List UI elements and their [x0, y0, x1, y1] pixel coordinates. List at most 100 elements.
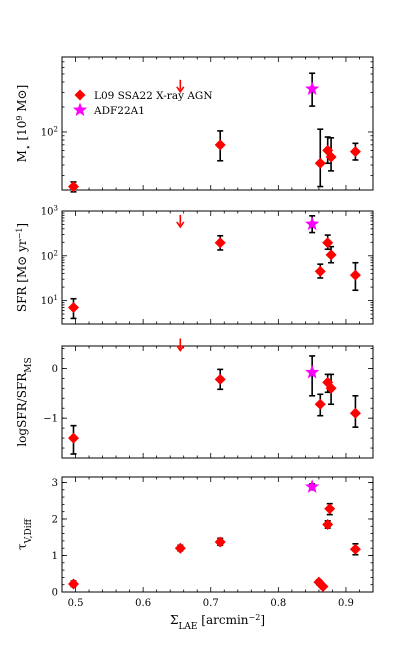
y-tick-label-base: 1 — [52, 551, 58, 562]
agn-point — [314, 265, 326, 277]
agn-point — [314, 398, 326, 410]
legend: L09 SSA22 X-ray AGN ADF22A1 — [72, 89, 213, 117]
x-axis-label-end: ] — [260, 613, 265, 627]
x-ticks-tau — [61, 477, 374, 592]
y-tick-label-sup: 2 — [54, 125, 58, 133]
y-tick-label-sup: 2 — [54, 249, 58, 257]
y-tick-label-base: 10 — [41, 251, 54, 262]
adf22a1-point — [305, 81, 320, 95]
y-tick-label-sup: 3 — [54, 205, 58, 213]
legend-agn-label: L09 SSA22 X-ray AGN — [94, 90, 213, 102]
x-axis-label-sup: −2 — [249, 613, 261, 622]
agn-point — [317, 581, 329, 593]
y-axis-label-sfr: SFR [M⊙ yr−1] — [15, 223, 30, 312]
y-minor-ticks-mstar — [62, 61, 373, 176]
y-tick-label: 103 — [41, 205, 58, 218]
y-axis-label-mstar-main: M — [15, 150, 29, 162]
points-mstar — [67, 79, 361, 193]
panel-frame-sfrms — [61, 345, 374, 459]
y-tick-label: 1 — [52, 551, 58, 562]
errorbar-adf — [309, 355, 316, 397]
panel-tau: 0 1 2 3 τV,Diff 0.5 0.6 0.7 0.8 0.9 ΣLAE [arcmin−2… — [15, 476, 374, 633]
x-tick-label: 0.7 — [203, 598, 219, 609]
adf22a1-point — [305, 479, 320, 493]
panel-mstar: 102 M⋆ [109 M⊙] L09 SSA22 X-ray AGN ADF22A1 — [15, 56, 374, 193]
agn-point — [67, 302, 79, 314]
upper-limit-arrow — [176, 338, 185, 352]
y-tick-label: −1 — [43, 414, 58, 425]
upper-limit-arrow-head — [176, 345, 185, 352]
y-axis-label-mstar: M⋆ [109 M⊙] — [15, 85, 35, 163]
agn-point — [214, 237, 226, 249]
x-tick-label: 0.6 — [135, 598, 151, 609]
y-axis-label-mstar-sub: ⋆ — [24, 144, 34, 150]
y-tick-label: 0 — [52, 588, 58, 599]
y-tick-label-sup: 1 — [54, 294, 58, 302]
y-axis-label-tau-sub: V,Diff — [24, 518, 34, 544]
y-tick-label-base: 2 — [52, 514, 58, 525]
y-minor-ticks-sfr — [62, 212, 373, 319]
y-tick-label: 2 — [52, 514, 58, 525]
y-tick-label-base: 10 — [41, 296, 54, 307]
y-tick-label: 102 — [41, 125, 58, 138]
x-axis-label-sub: LAE — [178, 622, 197, 632]
agn-point — [349, 407, 361, 419]
y-tick-label: 0 — [52, 364, 58, 375]
agn-point — [214, 373, 226, 385]
y-axis-label-tau-main: τ — [15, 543, 29, 550]
agn-point — [214, 139, 226, 151]
y-minor-ticks-sfrms — [62, 348, 373, 459]
y-tick-label-base: 10 — [41, 207, 54, 218]
panel-frame-tau — [61, 476, 374, 593]
errorbars-tau — [70, 483, 359, 590]
panel-frame-mstar — [61, 56, 374, 191]
agn-point — [174, 542, 186, 554]
x-ticks-sfrms — [61, 346, 374, 458]
x-axis-label-main: Σ — [170, 613, 178, 627]
x-ticks-mstar — [61, 57, 374, 190]
upper-limit-arrow-head — [176, 221, 185, 229]
y-tick-label: 101 — [41, 294, 58, 307]
y-axis-label-sfr-sup: −1 — [15, 228, 24, 240]
adf22a1-point — [305, 216, 320, 231]
agn-point — [314, 157, 326, 169]
adf22a1-point — [305, 364, 320, 379]
agn-point — [325, 151, 337, 163]
upper-limit-arrow — [176, 214, 185, 229]
x-axis-label: ΣLAE [arcmin−2] — [170, 613, 265, 633]
points-tau — [67, 479, 361, 593]
y-axis-label-sfrms-sub: MS — [24, 357, 34, 372]
y-tick-label: 3 — [52, 478, 58, 489]
legend-adf22a1-label: ADF22A1 — [93, 105, 145, 117]
y-axis-label-sfrms: logSFR/SFRMS — [15, 357, 34, 446]
x-tick-label: 0.9 — [338, 598, 354, 609]
agn-point — [322, 518, 334, 530]
agn-point — [322, 237, 334, 249]
x-tick-label: 0.5 — [68, 598, 84, 609]
agn-point — [67, 181, 79, 193]
panel-sfrms: −1 0 logSFR/SFRMS — [15, 338, 374, 459]
x-ticks-sfr — [61, 211, 374, 324]
points-sfr — [67, 214, 361, 314]
agn-point — [67, 432, 79, 444]
y-axis-label-mstar-rest: [10 — [15, 121, 29, 145]
upper-limit-arrow-head — [176, 86, 185, 94]
y-minor-ticks-tau — [62, 482, 373, 593]
agn-point — [349, 269, 361, 281]
y-axis-label-sfrms-main: logSFR/SFR — [15, 372, 29, 447]
y-tick-label-base: −1 — [43, 414, 58, 425]
y-tick-label-base: 10 — [41, 127, 54, 138]
panel-frame-sfr — [61, 210, 374, 325]
agn-point — [214, 536, 226, 548]
points-sfrms — [67, 338, 361, 444]
agn-point — [349, 146, 361, 158]
y-tick-label-base: 3 — [52, 478, 58, 489]
legend-adf22a1-marker — [72, 102, 88, 117]
x-tick-label: 0.8 — [270, 598, 286, 609]
agn-point — [325, 382, 337, 394]
agn-point — [324, 503, 336, 515]
agn-point — [349, 543, 361, 555]
y-axis-label-mstar-end: M⊙] — [15, 85, 29, 116]
agn-point — [325, 249, 337, 261]
y-axis-label-sfr-end: ] — [15, 223, 29, 228]
